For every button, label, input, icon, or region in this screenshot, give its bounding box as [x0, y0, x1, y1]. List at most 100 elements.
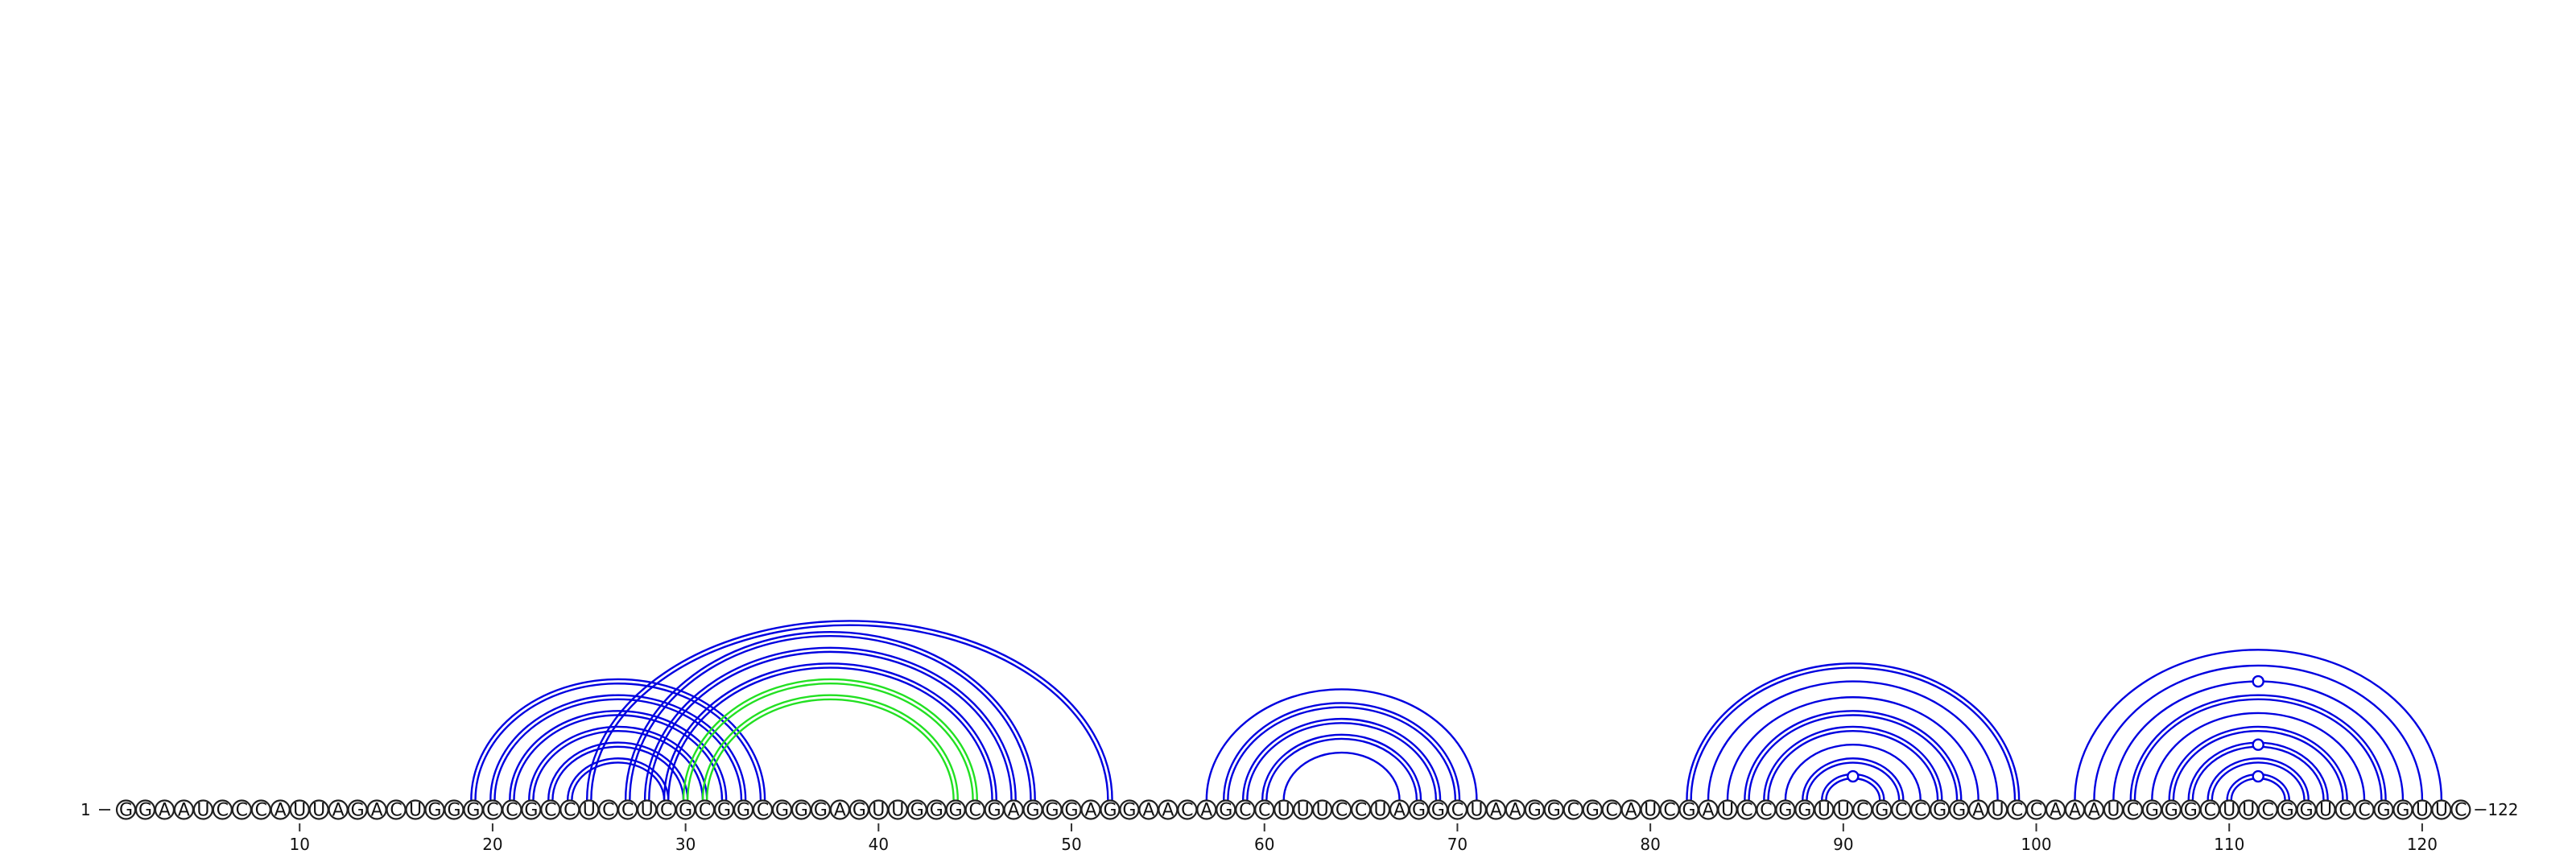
- nucleotide-letter: C: [660, 801, 672, 821]
- pair-arc-88-93-line-2: [1802, 757, 1905, 801]
- nucleotide-47: A: [1003, 799, 1024, 821]
- nucleotide-letter: U: [641, 801, 654, 821]
- nucleotide-45: C: [964, 799, 985, 821]
- nucleotide-100: C: [2025, 799, 2047, 821]
- pair-arc-23-30-line-2: [547, 741, 689, 801]
- nucleotide-111: U: [2238, 799, 2259, 821]
- nucleotide-37: G: [810, 799, 832, 821]
- nucleotide-44: G: [945, 799, 966, 821]
- nucleotide-letter: G: [1122, 801, 1136, 821]
- pair-arc-29-46-line-2: [663, 662, 997, 801]
- tick-label-60: 60: [1254, 835, 1274, 854]
- nucleotide-letter: U: [583, 801, 596, 821]
- nucleotide-86: C: [1756, 799, 1777, 821]
- pair-arc-83-98: [1707, 680, 1999, 801]
- nucleotide-56: C: [1177, 799, 1198, 821]
- nucleotide-letter: A: [1625, 801, 1637, 821]
- nucleotide-letter: G: [1586, 801, 1600, 821]
- nucleotide-letter: C: [1181, 801, 1193, 821]
- nucleotide-letter: G: [1933, 801, 1946, 821]
- nucleotide-21: C: [502, 799, 522, 821]
- nucleotide-48: G: [1022, 799, 1043, 821]
- nucleotide-15: C: [386, 799, 407, 821]
- nucleotide-73: A: [1505, 799, 1525, 821]
- nucleotide-letter: G: [119, 801, 133, 821]
- nucleotide-122: C: [2450, 799, 2471, 821]
- nucleotide-letter: A: [1084, 801, 1096, 821]
- nucleotide-letter: U: [1837, 801, 1850, 821]
- nucleotide-92: G: [1872, 799, 1893, 821]
- nucleotide-74: G: [1524, 799, 1545, 821]
- pair-arc-25-52-line-2: [585, 620, 1113, 801]
- pair-arc-105-118-line-2: [2129, 694, 2387, 801]
- nucleotide-letter: G: [1528, 801, 1542, 821]
- nucleotide-letter: C: [1239, 801, 1251, 821]
- pair-arc-24-29-line-2: [567, 757, 670, 801]
- nucleotide-104: U: [2103, 799, 2124, 821]
- pair-arc-60-68-line-2: [1261, 733, 1422, 801]
- nucleotide-letter: G: [930, 801, 943, 821]
- nucleotide-43: G: [926, 799, 947, 821]
- nucleotide-1: G: [115, 799, 137, 821]
- nucleotide-121: U: [2431, 799, 2452, 821]
- nucleotide-letter: A: [1509, 801, 1521, 821]
- nucleotide-70: C: [1447, 799, 1468, 821]
- nucleotide-65: C: [1350, 799, 1372, 821]
- nucleotide-53: G: [1119, 799, 1140, 821]
- pair-arc-31-44-line-2: [701, 694, 960, 801]
- nucleotide-letter: C: [486, 801, 498, 821]
- nucleotide-30: G: [675, 799, 696, 821]
- nucleotide-18: G: [444, 799, 464, 821]
- nucleotide-110: U: [2219, 799, 2240, 821]
- nucleotide-letter: C: [2030, 801, 2042, 821]
- nucleotide-letter: U: [2319, 801, 2332, 821]
- nucleotide-letter: A: [178, 801, 190, 821]
- nucleotide-42: G: [906, 799, 927, 821]
- pair-arc-103-120: [2093, 664, 2424, 801]
- nucleotide-letter: C: [1355, 801, 1367, 821]
- nucleotide-letter: G: [814, 801, 828, 821]
- nucleotide-81: C: [1659, 799, 1680, 821]
- pair-arc-61-67: [1282, 751, 1401, 801]
- nucleotide-66: U: [1369, 799, 1391, 821]
- nucleotide-letter: U: [1721, 801, 1734, 821]
- nucleotide-33: G: [733, 799, 754, 821]
- nucleotide-letter: C: [1663, 801, 1675, 821]
- pair-arc-20-33-line-1: [493, 698, 743, 801]
- nucleotide-letter: U: [891, 801, 904, 821]
- nucleotide-letter: U: [2223, 801, 2235, 821]
- nucleotide-letter: G: [2145, 801, 2159, 821]
- nucleotide-letter: G: [910, 801, 924, 821]
- nucleotide-letter: U: [2435, 801, 2448, 821]
- nucleotide-58: G: [1216, 799, 1236, 821]
- nucleotide-55: A: [1158, 799, 1179, 821]
- tick-label-20: 20: [482, 835, 502, 854]
- nucleotide-letter: G: [852, 801, 866, 821]
- tick-label-40: 40: [869, 835, 889, 854]
- tick-label-100: 100: [2021, 835, 2051, 854]
- nucleotide-64: C: [1331, 799, 1352, 821]
- pair-arc-25-52-line-1: [590, 624, 1109, 801]
- nucleotide-79: A: [1620, 799, 1641, 821]
- nucleotide-letter: C: [2261, 801, 2273, 821]
- nucleotide-93: C: [1891, 799, 1912, 821]
- nucleotide-letter: G: [1778, 801, 1792, 821]
- nucleotide-91: C: [1852, 799, 1873, 821]
- tick-label-10: 10: [290, 835, 310, 854]
- pair-arc-102-121: [2074, 649, 2443, 801]
- nucleotide-letter: U: [196, 801, 209, 821]
- nucleotide-62: U: [1293, 799, 1314, 821]
- nucleotide-letter: C: [699, 801, 711, 821]
- nucleotide-letter: C: [255, 801, 267, 821]
- nucleotide-letter: A: [2069, 801, 2081, 821]
- nucleotide-letter: C: [1258, 801, 1270, 821]
- nucleotide-34: C: [752, 799, 774, 821]
- nucleotide-35: G: [771, 799, 793, 821]
- nucleotide-letter: C: [506, 801, 518, 821]
- nucleotide-letter: G: [949, 801, 963, 821]
- pair-arc-86-95-line-2: [1763, 725, 1943, 801]
- pair-arc-84-97: [1726, 696, 1979, 801]
- nucleotide-25: U: [579, 799, 600, 821]
- nucleotide-letter: U: [872, 801, 885, 821]
- nucleotide-96: G: [1949, 799, 1970, 821]
